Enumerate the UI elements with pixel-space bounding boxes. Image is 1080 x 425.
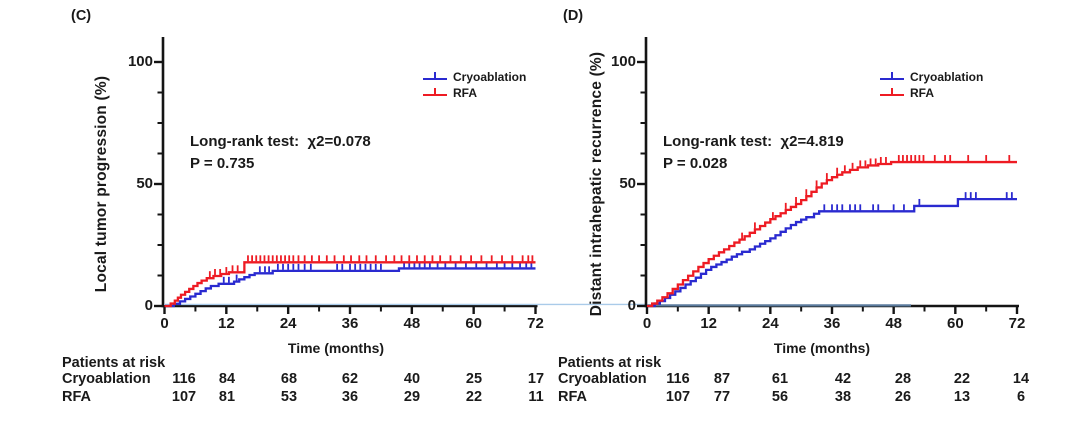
panel-c-risk-row-rfa-label: RFA	[62, 389, 91, 405]
panel-c-legend-cryoablation: Cryoablation	[423, 70, 526, 84]
panel-d-risk-cryoablation-m36: 42	[834, 371, 852, 387]
panel-c-x-tick-label-48: 48	[403, 315, 421, 332]
panel-d-y-tick-label-50: 50	[619, 175, 636, 192]
panel-c-tag: (C)	[71, 8, 92, 24]
panel-c-risk-cryoablation-m24: 68	[280, 371, 298, 387]
panel-c-risk-rfa-m12: 81	[218, 389, 236, 405]
panel-d-risk-rfa-m12: 77	[713, 389, 731, 405]
legend-label-cryoablation: Cryoablation	[453, 70, 527, 84]
panel-c-stat-pvalue: P = 0.735	[190, 155, 255, 172]
rfa-line-symbol	[880, 87, 904, 99]
panel-d-risk-rfa-m60: 13	[953, 389, 971, 405]
panel-d-risk-cryoablation-m48: 28	[894, 371, 912, 387]
legend-label-cryoablation: Cryoablation	[910, 70, 984, 84]
panel-d-y-axis-title: Distant intrahepatic recurrence (%)	[588, 51, 605, 317]
panel-d-y-tick-label-0: 0	[627, 297, 636, 314]
panel-c-x-tick-label-36: 36	[341, 315, 359, 332]
panel-d-curve-rfa	[647, 160, 1017, 308]
panel-c-risk-cryoablation-m0: 116	[172, 371, 196, 387]
panel-d-x-axis-title: Time (months)	[773, 340, 871, 356]
panel-d-stat-test: Long-rank test: χ2=4.819	[663, 133, 844, 150]
panel-c-risk-title: Patients at risk	[62, 355, 166, 371]
panel-d-x-tick-label-12: 12	[700, 315, 717, 332]
panel-d-x-tick-label-72: 72	[1008, 315, 1026, 332]
panel-d-risk-cryoablation-m24: 61	[771, 371, 789, 387]
panel-c-x-tick-label-0: 0	[160, 315, 169, 332]
panel-d-risk-row-rfa-label: RFA	[558, 389, 587, 405]
panel-c-x-tick-label-24: 24	[279, 315, 297, 332]
panel-d-y-tick-label-100: 100	[610, 53, 636, 70]
legend-label-rfa: RFA	[453, 86, 477, 100]
panel-d-x-tick-label-60: 60	[946, 315, 964, 332]
panel-d-x-tick-label-36: 36	[823, 315, 841, 332]
panel-c-curve-rfa	[164, 261, 536, 308]
panel-d-legend-rfa: RFA	[880, 86, 934, 100]
panel-c-risk-cryoablation-m36: 62	[341, 371, 359, 387]
panel-d-stat-pvalue: P = 0.028	[663, 155, 728, 172]
panel-d-x-tick-label-0: 0	[642, 315, 652, 332]
panel-c-x-axis-title: Time (months)	[287, 340, 385, 356]
panel-c-risk-rfa-m0: 107	[171, 389, 197, 405]
panel-c-x-tick-label-60: 60	[465, 315, 482, 332]
panel-c-y-tick-label-50: 50	[136, 175, 153, 192]
panel-c-risk-row-cryoablation-label: Cryoablation	[62, 371, 151, 387]
cryoablation-line-symbol	[423, 71, 447, 83]
panel-c-risk-cryoablation-m72: 17	[527, 371, 545, 387]
panel-d-risk-rfa-m0: 107	[665, 389, 691, 405]
panel-d-risk-rfa-m36: 38	[834, 389, 852, 405]
cryoablation-line-symbol	[880, 71, 904, 83]
panel-d-risk-cryoablation-m12: 87	[713, 371, 731, 387]
panel-d-risk-rfa-m72: 6	[1016, 389, 1026, 405]
panel-c-risk-rfa-m36: 36	[341, 389, 359, 405]
panel-c-y-tick-label-100: 100	[127, 53, 153, 70]
panel-d-tag: (D)	[563, 8, 584, 24]
panel-c-risk-cryoablation-m60: 25	[465, 371, 483, 387]
panel-d-risk-rfa-m48: 26	[894, 389, 912, 405]
panel-c-risk-rfa-m72: 11	[528, 389, 544, 405]
panel-d-risk-rfa-m24: 56	[771, 389, 789, 405]
panel-c-y-axis-title: Local tumor progression (%)	[93, 75, 110, 293]
panel-c-legend-rfa: RFA	[423, 86, 477, 100]
panel-c-x-tick-label-12: 12	[217, 315, 235, 332]
panel-d-risk-cryoablation-m60: 22	[953, 371, 971, 387]
panel-d-legend-cryoablation: Cryoablation	[880, 70, 983, 84]
panel-c-risk-cryoablation-m48: 40	[403, 371, 421, 387]
panel-d-curve-cryoablation	[647, 197, 1017, 308]
panel-c-stat-test: Long-rank test: χ2=0.078	[190, 133, 371, 150]
panel-d-risk-row-cryoablation-label: Cryoablation	[558, 371, 647, 387]
panel-d-risk-title: Patients at risk	[558, 355, 662, 371]
rfa-line-symbol	[423, 87, 447, 99]
panel-c-y-tick-label-0: 0	[144, 297, 153, 314]
panel-c-risk-rfa-m24: 53	[280, 389, 298, 405]
panel-d-x-tick-label-24: 24	[761, 315, 779, 332]
panel-c-x-tick-label-72: 72	[527, 315, 544, 332]
panel-c-risk-cryoablation-m12: 84	[218, 371, 236, 387]
panel-d-risk-cryoablation-m0: 116	[666, 371, 690, 387]
panel-c-curve-cryoablation	[164, 267, 536, 308]
legend-label-rfa: RFA	[910, 86, 934, 100]
panel-c-risk-rfa-m48: 29	[403, 389, 421, 405]
panel-c-risk-rfa-m60: 22	[465, 389, 483, 405]
panel-d-risk-cryoablation-m72: 14	[1012, 371, 1030, 387]
panel-d-x-tick-label-48: 48	[885, 315, 902, 332]
